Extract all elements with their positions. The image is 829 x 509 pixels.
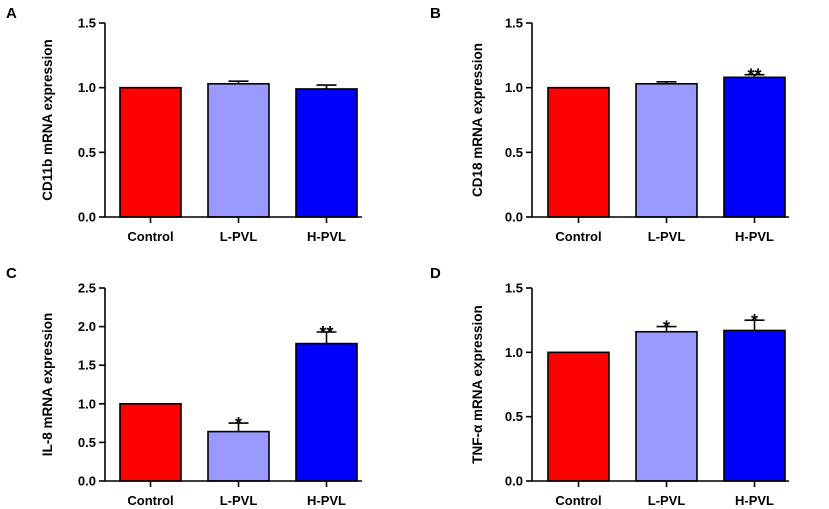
x-tick-label: H-PVL <box>307 229 346 244</box>
y-tick-label: 1.0 <box>505 345 523 360</box>
y-tick-label: 1.5 <box>78 16 96 31</box>
bar-control <box>119 402 182 482</box>
panel-label: D <box>430 265 441 282</box>
x-tick-label: Control <box>127 229 173 244</box>
y-tick-label: 1.5 <box>78 358 96 373</box>
panel-label: C <box>6 265 17 282</box>
bar-control <box>547 86 610 218</box>
x-tick-label: Control <box>555 493 601 508</box>
y-axis-label: IL-8 mRNA expression <box>40 313 55 457</box>
significance-marker: * <box>663 318 670 338</box>
y-tick-label: 0.5 <box>78 145 96 160</box>
x-tick-label: Control <box>555 229 601 244</box>
y-tick-label: 1.0 <box>78 396 96 411</box>
significance-marker: * <box>235 414 242 434</box>
significance-marker: * <box>751 311 758 331</box>
bar-control <box>547 351 610 482</box>
y-tick-label: 0.0 <box>505 210 523 225</box>
chart-panel-b: B CD18 mRNA expression Control L-PVL ** H-PVL… <box>430 5 789 244</box>
y-tick-label: 0.0 <box>505 474 523 489</box>
x-tick-label: L-PVL <box>648 229 686 244</box>
y-tick-label: 1.0 <box>505 80 523 95</box>
y-axis-label: TNF-α mRNA expression <box>470 305 485 464</box>
x-tick-label: H-PVL <box>735 493 774 508</box>
bar-control <box>119 86 182 218</box>
y-tick-label: 0.5 <box>505 409 523 424</box>
y-tick-label: 0.0 <box>78 210 96 225</box>
bar-l-pvl <box>635 330 698 482</box>
x-tick-label: L-PVL <box>648 493 686 508</box>
panel-label: B <box>430 5 441 22</box>
chart-panel-a: A CD11b mRNA expression Control L-PVL H-PVL 0… <box>6 5 362 244</box>
x-tick-label: H-PVL <box>735 229 774 244</box>
y-tick-label: 0.0 <box>78 474 96 489</box>
bar-l-pvl <box>207 430 270 482</box>
bar-h-pvl <box>295 88 358 218</box>
bar-h-pvl <box>723 76 786 218</box>
y-tick-label: 1.5 <box>505 281 523 296</box>
y-tick-label: 1.0 <box>78 80 96 95</box>
y-tick-label: 0.5 <box>505 145 523 160</box>
bar-l-pvl <box>207 82 270 218</box>
bar-l-pvl <box>635 82 698 218</box>
bar-h-pvl <box>723 329 786 482</box>
x-tick-label: L-PVL <box>220 229 258 244</box>
x-tick-label: H-PVL <box>307 493 346 508</box>
chart-panel-d: D TNF-α mRNA expression Control * L-PVL * H-PV… <box>430 265 789 508</box>
x-tick-label: Control <box>127 493 173 508</box>
y-tick-label: 2.0 <box>78 319 96 334</box>
significance-marker: ** <box>747 66 761 86</box>
bar-h-pvl <box>295 342 358 482</box>
x-tick-label: L-PVL <box>220 493 258 508</box>
chart-panel-c: C IL-8 mRNA expression Control * L-PVL ** H-PV… <box>6 265 362 508</box>
y-tick-label: 1.5 <box>505 16 523 31</box>
y-tick-label: 2.5 <box>78 281 96 296</box>
significance-marker: ** <box>319 323 333 343</box>
y-axis-label: CD11b mRNA expression <box>40 39 55 201</box>
y-axis-label: CD18 mRNA expression <box>470 43 485 197</box>
panel-label: A <box>6 5 17 22</box>
y-tick-label: 0.5 <box>78 435 96 450</box>
